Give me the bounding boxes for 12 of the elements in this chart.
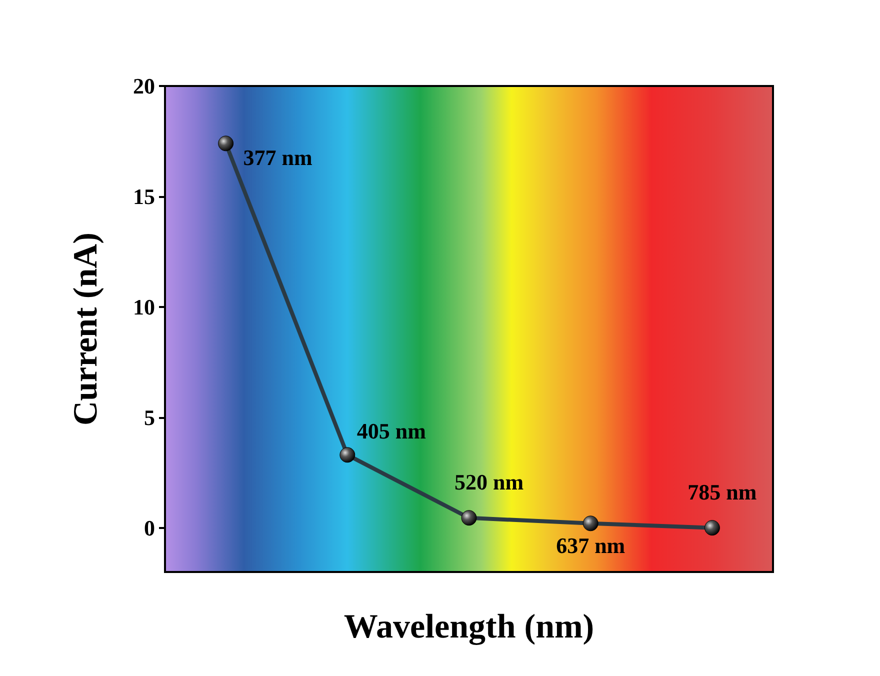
annotation: 405 nm xyxy=(356,418,426,444)
annotation: 520 nm xyxy=(454,470,524,495)
y-tick-label: 0 xyxy=(144,515,155,540)
y-tick-label: 20 xyxy=(133,74,155,98)
y-tick-label: 10 xyxy=(133,294,155,320)
annotation: 377 nm xyxy=(243,145,312,170)
y-tick-label: 5 xyxy=(144,404,155,430)
y-tick-label: 15 xyxy=(133,184,155,209)
x-axis-title: Wavelength (nm) xyxy=(344,608,594,646)
y-axis-title: Current (nA) xyxy=(68,232,104,426)
annotation: 785 nm xyxy=(688,480,757,505)
annotation: 637 nm xyxy=(556,533,626,558)
